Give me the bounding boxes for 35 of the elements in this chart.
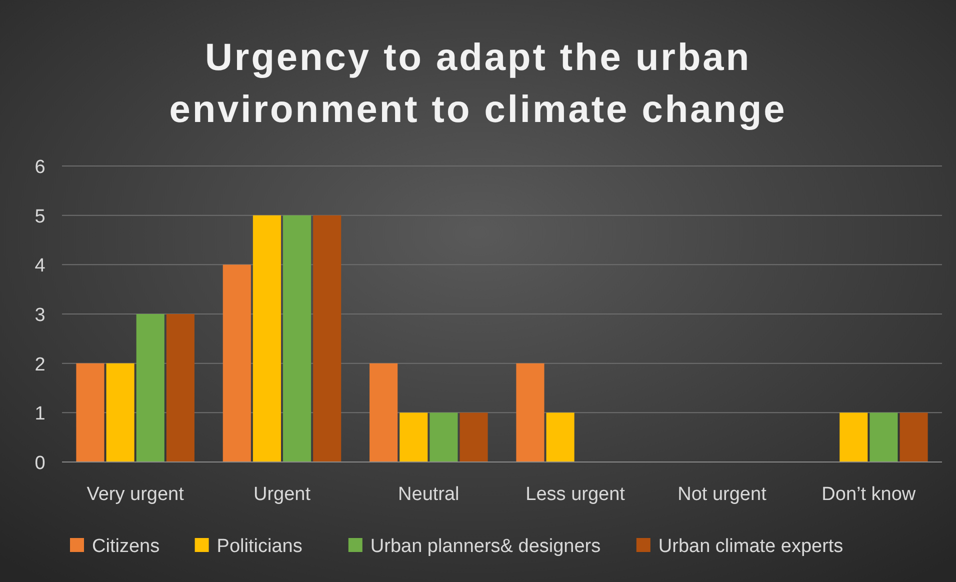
bar (106, 363, 134, 462)
bar (400, 412, 428, 462)
bar (840, 412, 868, 462)
x-tick-label: Very urgent (86, 484, 185, 505)
bar (313, 215, 342, 462)
legend-label: Urban planners& designers (370, 536, 601, 557)
legend-label: Urban climate experts (658, 536, 844, 557)
y-tick-label: 3 (34, 305, 46, 326)
x-tick-label: Less urgent (526, 484, 626, 505)
y-tick-label: 6 (34, 157, 46, 178)
bar (252, 215, 281, 462)
y-tick-label: 1 (34, 404, 46, 425)
bar (516, 363, 544, 462)
x-tick-label: Neutral (398, 484, 460, 505)
x-tick-label: Not urgent (678, 484, 768, 505)
bar (136, 314, 164, 462)
bar (430, 412, 458, 462)
y-tick-label: 4 (34, 256, 46, 277)
bar (546, 412, 574, 462)
bar (166, 314, 194, 462)
y-tick-label: 5 (34, 206, 46, 228)
bar (870, 412, 898, 462)
bar (222, 264, 251, 462)
legend-label: Citizens (92, 536, 160, 557)
x-tick-label: Don’t know (822, 484, 916, 505)
bar (370, 363, 398, 462)
chart-title: Urgency to adapt the urban environment to climate change (169, 37, 787, 131)
bar (76, 363, 104, 462)
bar (460, 412, 488, 462)
bar (283, 215, 312, 462)
legend-label: Politicians (216, 536, 302, 557)
y-tick-label: 0 (34, 453, 46, 474)
x-tick-label: Urgent (253, 484, 312, 505)
bar (900, 412, 928, 462)
y-tick-label: 2 (34, 354, 46, 376)
